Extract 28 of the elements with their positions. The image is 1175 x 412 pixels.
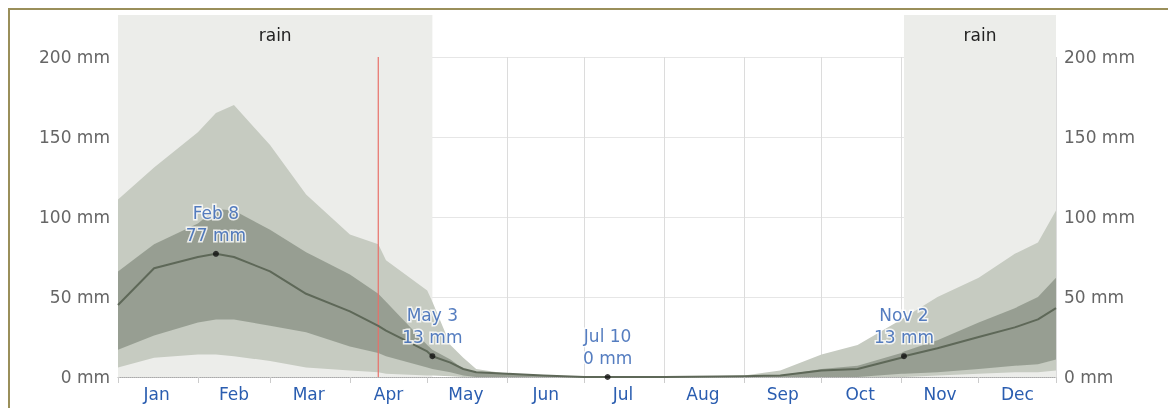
x-tick-label: Jun <box>531 383 560 404</box>
y2-tick-label: 200 mm <box>1064 47 1135 67</box>
annotation: Feb 8 77 mm <box>185 202 246 245</box>
x-tick-label: Nov <box>923 383 957 404</box>
x-tick-label: Oct <box>845 383 876 404</box>
x-tick-label: Mar <box>292 383 325 404</box>
y2-tick-label: 150 mm <box>1064 127 1135 147</box>
x-tick-label: Jul <box>611 383 634 404</box>
x-tick-label: Aug <box>686 383 720 404</box>
x-tick-label: May <box>448 383 484 404</box>
x-tick-label: Dec <box>1000 383 1034 404</box>
x-tick-label: Feb <box>218 383 250 404</box>
y-tick-label: 0 mm <box>60 367 110 387</box>
annotation: Nov 2 13 mm <box>873 305 935 348</box>
annotation: May 3 13 mm <box>402 305 463 348</box>
band-label: rain <box>258 25 292 45</box>
y-tick-label: 150 mm <box>39 127 110 147</box>
x-tick-label: Sep <box>766 383 799 404</box>
y2-tick-label: 0 mm <box>1064 367 1114 387</box>
y-tick-label: 200 mm <box>39 47 110 67</box>
x-tick-label: Apr <box>373 383 404 404</box>
y2-tick-label: 100 mm <box>1064 207 1135 227</box>
y-tick-label: 50 mm <box>49 287 110 307</box>
x-tick-label: Jan <box>142 383 170 404</box>
y2-tick-label: 50 mm <box>1064 287 1125 307</box>
band-label: rain <box>963 25 997 45</box>
y-tick-label: 100 mm <box>39 207 110 227</box>
annotation: Jul 10 0 mm <box>582 326 633 368</box>
